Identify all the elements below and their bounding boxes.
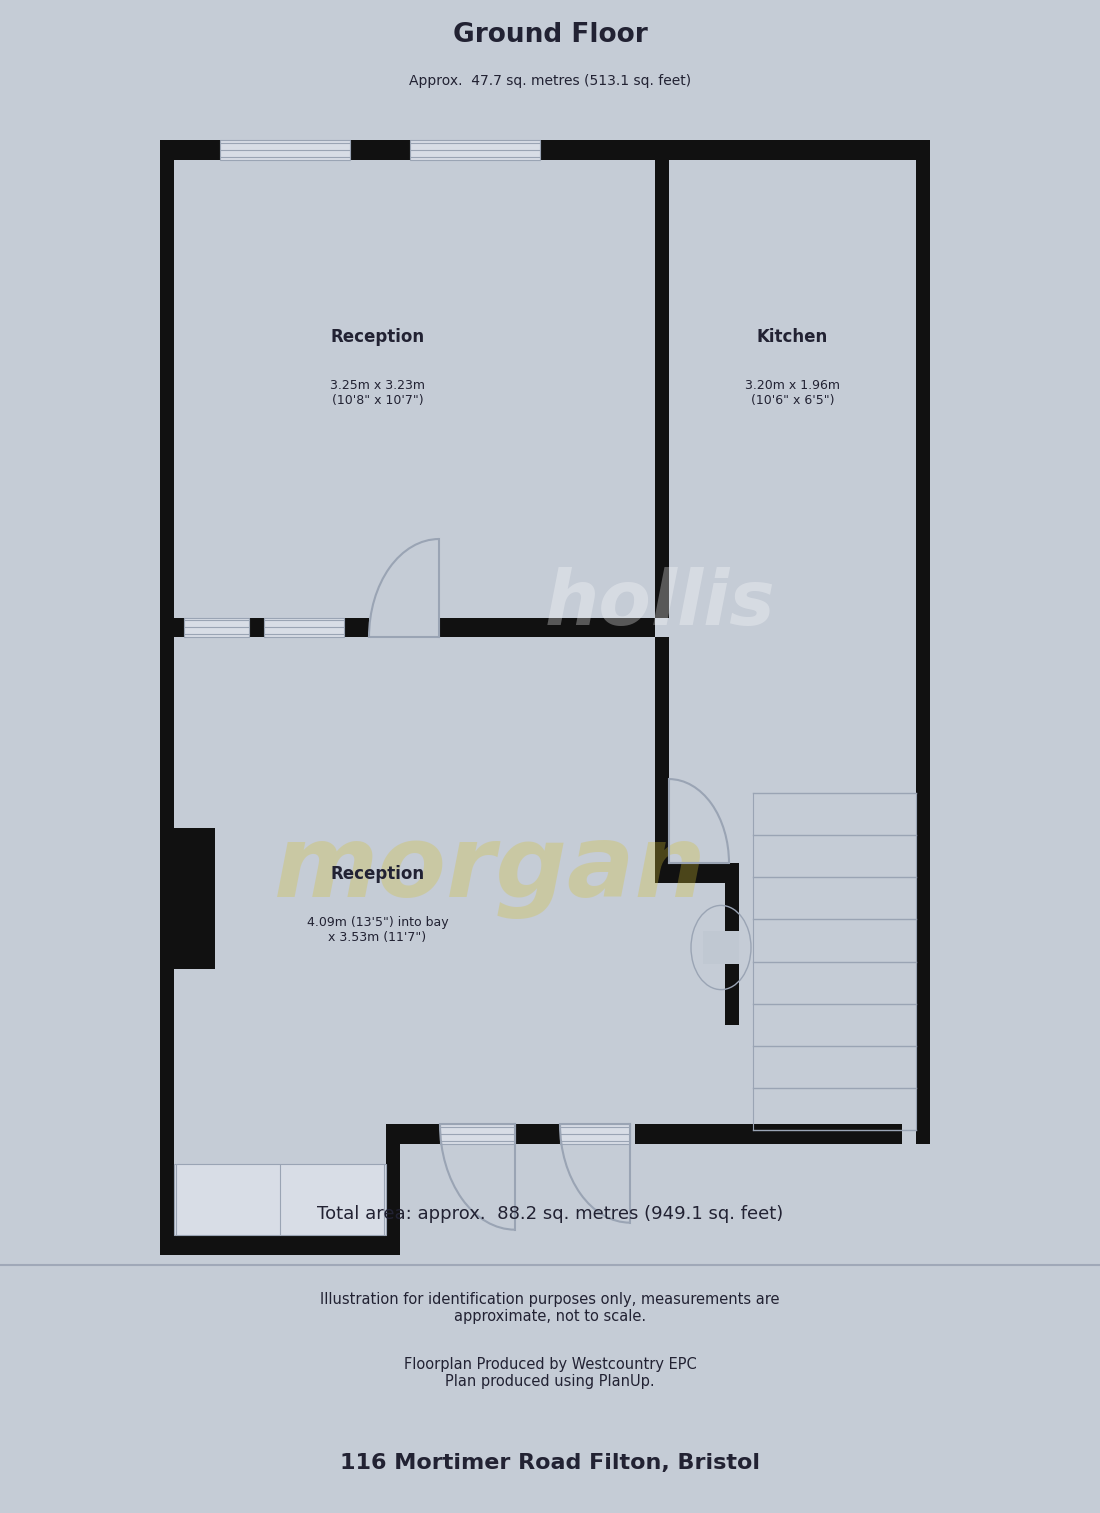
Bar bbox=[160, 828, 215, 968]
Bar bbox=[160, 1124, 174, 1235]
Text: 3.20m x 1.96m
(10'6" x 6'5"): 3.20m x 1.96m (10'6" x 6'5") bbox=[745, 380, 840, 407]
Text: Reception: Reception bbox=[330, 328, 425, 346]
Bar bbox=[560, 1124, 630, 1144]
Bar bbox=[654, 160, 669, 617]
Bar bbox=[635, 1124, 902, 1144]
Bar bbox=[410, 141, 540, 160]
Text: morgan: morgan bbox=[274, 822, 706, 918]
Bar bbox=[440, 1124, 515, 1144]
Text: 116 Mortimer Road Filton, Bristol: 116 Mortimer Road Filton, Bristol bbox=[340, 1452, 760, 1474]
Bar bbox=[160, 141, 174, 1144]
Bar bbox=[386, 1124, 400, 1235]
Text: Kitchen: Kitchen bbox=[757, 328, 828, 346]
Text: Ground Floor: Ground Floor bbox=[452, 23, 648, 48]
Bar bbox=[160, 1235, 400, 1254]
Bar bbox=[174, 617, 368, 637]
Bar bbox=[439, 617, 654, 637]
Bar bbox=[174, 1163, 386, 1235]
Bar bbox=[515, 1124, 565, 1144]
Text: Approx.  47.7 sq. metres (513.1 sq. feet): Approx. 47.7 sq. metres (513.1 sq. feet) bbox=[409, 74, 691, 88]
Bar bbox=[184, 617, 249, 637]
Text: hollis: hollis bbox=[544, 566, 776, 640]
Bar bbox=[264, 617, 344, 637]
Text: Floorplan Produced by Westcountry EPC
Plan produced using PlanUp.: Floorplan Produced by Westcountry EPC Pl… bbox=[404, 1357, 696, 1389]
Bar bbox=[725, 864, 739, 1024]
Bar bbox=[654, 637, 669, 864]
Text: 3.25m x 3.23m
(10'8" x 10'7"): 3.25m x 3.23m (10'8" x 10'7") bbox=[330, 380, 425, 407]
Bar bbox=[654, 864, 725, 884]
Text: 4.09m (13'5") into bay
x 3.53m (11'7"): 4.09m (13'5") into bay x 3.53m (11'7") bbox=[307, 915, 449, 944]
Bar bbox=[220, 141, 350, 160]
Bar bbox=[160, 141, 930, 160]
Text: Illustration for identification purposes only, measurements are
approximate, not: Illustration for identification purposes… bbox=[320, 1292, 780, 1324]
Bar bbox=[400, 1124, 440, 1144]
Bar bbox=[916, 141, 930, 1144]
Text: Total area: approx.  88.2 sq. metres (949.1 sq. feet): Total area: approx. 88.2 sq. metres (949… bbox=[317, 1206, 783, 1223]
Bar bbox=[703, 930, 739, 964]
Text: Reception: Reception bbox=[330, 865, 425, 882]
